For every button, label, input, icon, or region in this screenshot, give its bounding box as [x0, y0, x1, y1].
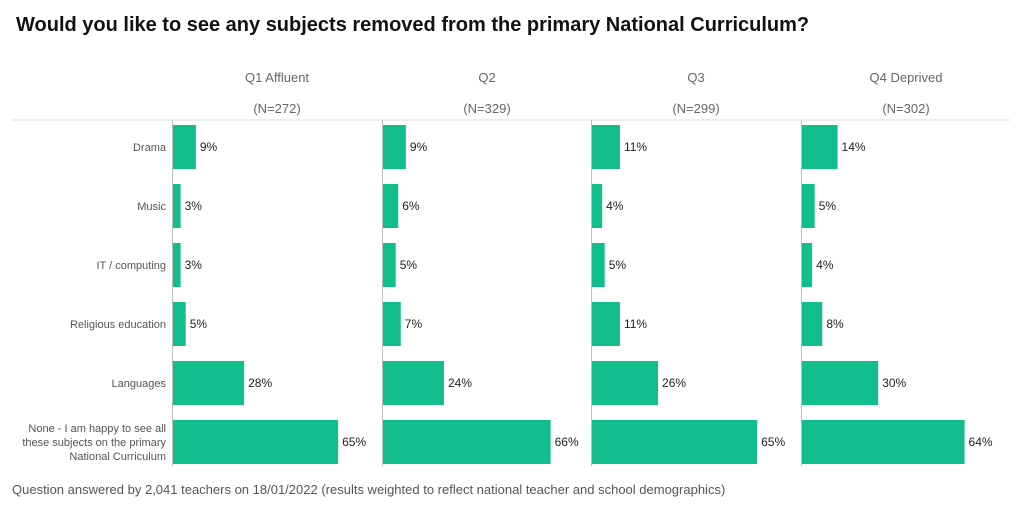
category-label: Music — [137, 201, 166, 213]
value-label: 4% — [606, 199, 624, 213]
bar — [802, 184, 815, 228]
bar — [383, 420, 551, 464]
category-label: these subjects on the primary — [22, 437, 166, 449]
chart-title: Would you like to see any subjects remov… — [16, 14, 810, 36]
bar — [592, 361, 659, 405]
category-label: Religious education — [70, 319, 166, 331]
group-label: Q3 — [687, 70, 704, 85]
bar — [383, 361, 444, 405]
value-label: 8% — [826, 317, 844, 331]
footnote: Question answered by 2,041 teachers on 1… — [12, 482, 726, 497]
value-label: 65% — [761, 435, 785, 449]
category-label: National Curriculum — [69, 451, 166, 463]
value-label: 5% — [400, 258, 418, 272]
category-label: Languages — [112, 378, 167, 390]
chart-area: Q1 Affluent (N=272) Q2 (N=329) Q3 (N=299) Q4 D… — [12, 70, 1010, 466]
bar — [592, 184, 603, 228]
bar — [383, 184, 399, 228]
value-label: 3% — [185, 258, 203, 272]
bar — [802, 361, 879, 405]
bar — [802, 302, 823, 346]
bar — [802, 125, 838, 169]
value-label: 3% — [185, 199, 203, 213]
value-label: 6% — [402, 199, 420, 213]
bar — [592, 302, 620, 346]
bar — [592, 243, 605, 287]
value-label: 14% — [842, 140, 866, 154]
value-label: 28% — [248, 376, 272, 390]
value-label: 9% — [200, 140, 218, 154]
bar — [173, 361, 245, 405]
group-sample-size: (N=299) — [672, 101, 719, 116]
value-label: 4% — [816, 258, 834, 272]
group-sample-size: (N=302) — [882, 101, 929, 116]
value-label: 7% — [405, 317, 423, 331]
bar — [592, 420, 758, 464]
value-label: 64% — [969, 435, 993, 449]
value-label: 5% — [190, 317, 208, 331]
bar — [383, 302, 401, 346]
category-label: None - I am happy to see all — [28, 423, 166, 435]
category-label: Drama — [133, 142, 167, 154]
value-label: 5% — [819, 199, 837, 213]
group-label: Q4 Deprived — [870, 70, 943, 85]
bar — [173, 184, 181, 228]
value-label: 24% — [448, 376, 472, 390]
bar — [383, 243, 396, 287]
bar — [173, 420, 339, 464]
bar — [592, 125, 620, 169]
bar — [802, 420, 965, 464]
value-label: 66% — [555, 435, 579, 449]
value-label: 65% — [342, 435, 366, 449]
group-label: Q1 Affluent — [245, 70, 309, 85]
group-label: Q2 — [478, 70, 495, 85]
value-label: 5% — [609, 258, 627, 272]
bar — [173, 243, 181, 287]
value-label: 26% — [662, 376, 686, 390]
category-label: IT / computing — [97, 260, 167, 272]
group-sample-size: (N=329) — [463, 101, 510, 116]
bar — [173, 302, 186, 346]
bar — [173, 125, 196, 169]
value-label: 9% — [410, 140, 428, 154]
value-label: 30% — [882, 376, 906, 390]
bar — [383, 125, 406, 169]
bar — [802, 243, 813, 287]
value-label: 11% — [624, 140, 647, 154]
value-label: 11% — [624, 317, 647, 331]
group-sample-size: (N=272) — [253, 101, 300, 116]
